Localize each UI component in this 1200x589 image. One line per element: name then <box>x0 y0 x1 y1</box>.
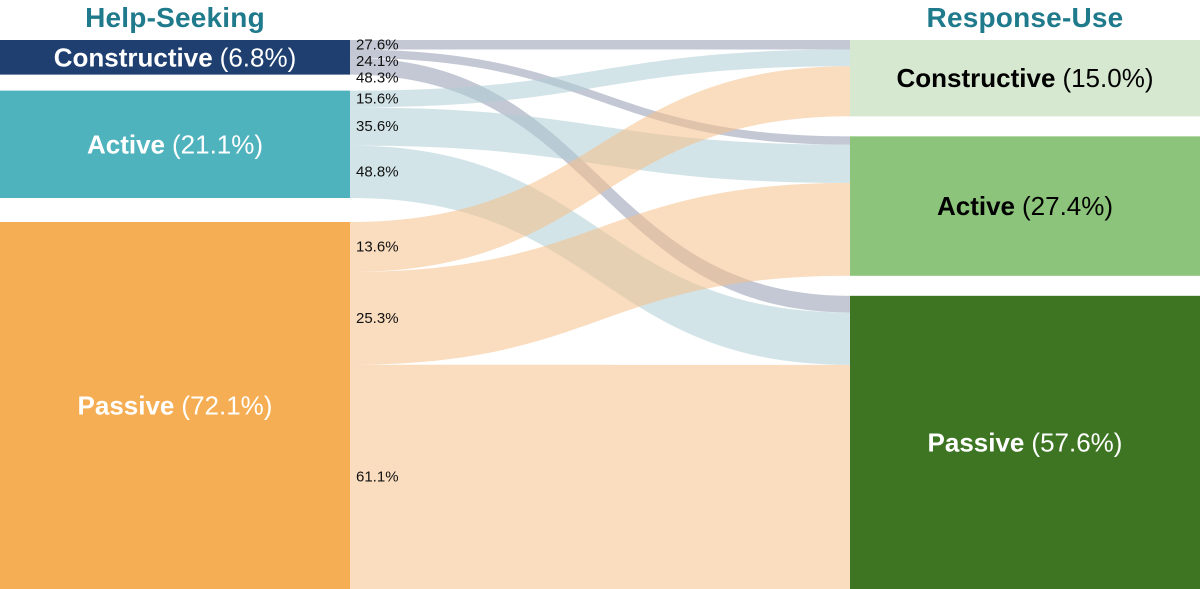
flow-passive-to-constructive[interactable] <box>350 66 850 272</box>
left-node-label-active: Active (21.1%) <box>87 129 263 159</box>
flow-percentage-label: 35.6% <box>356 118 399 135</box>
left-node-label-passive: Passive (72.1%) <box>78 391 273 421</box>
right-node-label-passive: Passive (57.6%) <box>928 427 1123 457</box>
right-column-title: Response-Use <box>926 2 1124 33</box>
right-node-passive[interactable] <box>850 295 1200 589</box>
left-node-label-constructive: Constructive (6.8%) <box>54 42 297 72</box>
flow-percentage-label: 48.3% <box>356 69 399 86</box>
left-node-constructive[interactable] <box>0 40 350 75</box>
flow-percentage-label: 15.6% <box>356 90 399 107</box>
flow-passive-to-active[interactable] <box>350 182 850 365</box>
flow-percentage-label: 27.6% <box>356 36 399 53</box>
flow-active-to-constructive[interactable] <box>350 49 850 108</box>
right-node-label-constructive: Constructive (15.0%) <box>897 63 1154 93</box>
flow-percentage-label: 48.8% <box>356 163 399 180</box>
flow-passive-to-passive[interactable] <box>350 364 850 589</box>
left-node-passive[interactable] <box>0 222 350 589</box>
right-node-label-active: Active (27.4%) <box>937 191 1113 221</box>
flow-percentage-label: 13.6% <box>356 238 399 255</box>
flow-percentage-label: 24.1% <box>356 53 399 70</box>
flow-constructive-to-constructive[interactable] <box>350 40 850 50</box>
left-column-title: Help-Seeking <box>85 2 265 33</box>
right-node-active[interactable] <box>850 136 1200 276</box>
left-node-active[interactable] <box>0 90 350 199</box>
flow-percentage-label: 61.1% <box>356 468 399 485</box>
right-node-constructive[interactable] <box>850 40 1200 117</box>
flow-percentage-label: 25.3% <box>356 310 399 327</box>
flow-constructive-to-active[interactable] <box>350 49 850 145</box>
